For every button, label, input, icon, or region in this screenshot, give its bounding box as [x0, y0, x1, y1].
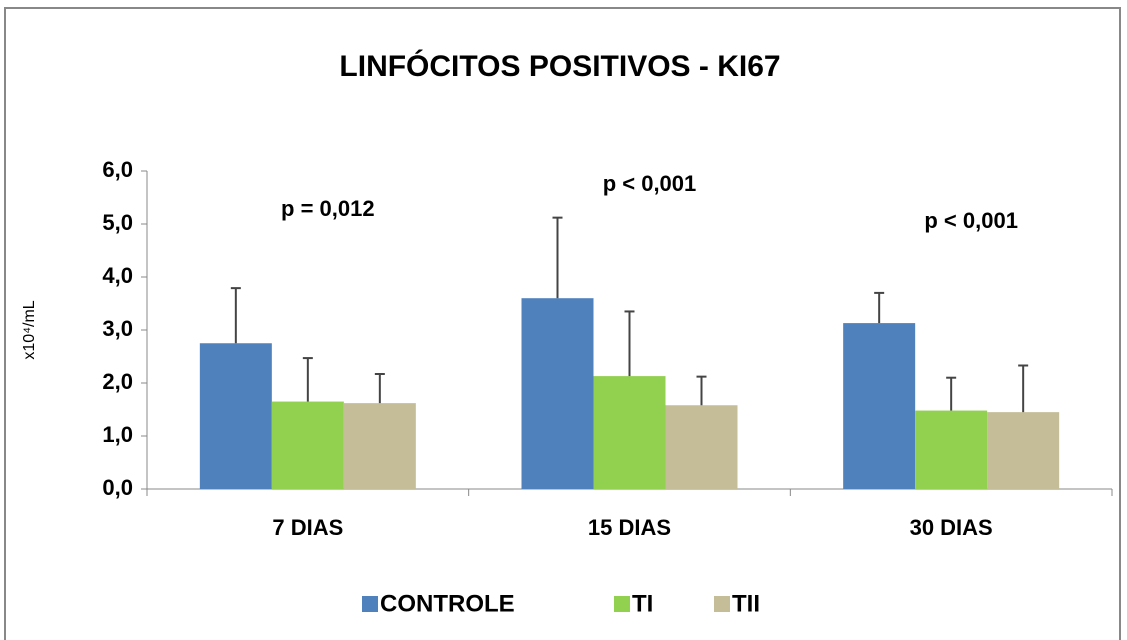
error-bar: [696, 375, 707, 406]
bar: [271, 401, 344, 489]
bar: [343, 403, 416, 489]
legend-swatch: [614, 596, 630, 612]
chart-border: [4, 7, 1121, 640]
bar: [987, 412, 1060, 489]
annotation: p < 0,001: [603, 171, 697, 196]
bar: [843, 323, 916, 489]
annotation: p = 0,012: [281, 196, 375, 221]
y-tick-label: 1,0: [102, 422, 133, 447]
error-bar: [1018, 364, 1029, 413]
legend-label: TII: [732, 590, 760, 617]
y-tick-label: 2,0: [102, 369, 133, 394]
legend-label: CONTROLE: [380, 590, 515, 617]
y-tick-label: 5,0: [102, 210, 133, 235]
y-tick-label: 0,0: [102, 475, 133, 500]
bar: [199, 343, 272, 489]
x-tick-label: 30 DIAS: [910, 515, 993, 540]
error-bar: [946, 376, 957, 411]
error-bar: [230, 287, 241, 344]
x-tick-label: 15 DIAS: [588, 515, 671, 540]
error-bar: [624, 310, 635, 377]
y-tick-label: 4,0: [102, 263, 133, 288]
x-tick-label: 7 DIAS: [272, 515, 343, 540]
bar: [915, 410, 988, 489]
y-axis-label: x10⁴/mL: [21, 300, 38, 359]
error-bar: [302, 357, 313, 402]
bar: [521, 298, 594, 489]
legend-swatch: [362, 596, 378, 612]
error-bar: [874, 291, 885, 324]
error-bar: [552, 216, 563, 299]
legend-label: TI: [632, 590, 653, 617]
y-tick-label: 6,0: [102, 157, 133, 182]
error-bar: [374, 372, 385, 404]
y-tick-label: 3,0: [102, 316, 133, 341]
bar: [665, 405, 738, 489]
annotation: p < 0,001: [924, 208, 1018, 233]
chart-title: LINFÓCITOS POSITIVOS - KI67: [339, 49, 780, 83]
bar: [593, 376, 666, 489]
legend-swatch: [714, 596, 730, 612]
